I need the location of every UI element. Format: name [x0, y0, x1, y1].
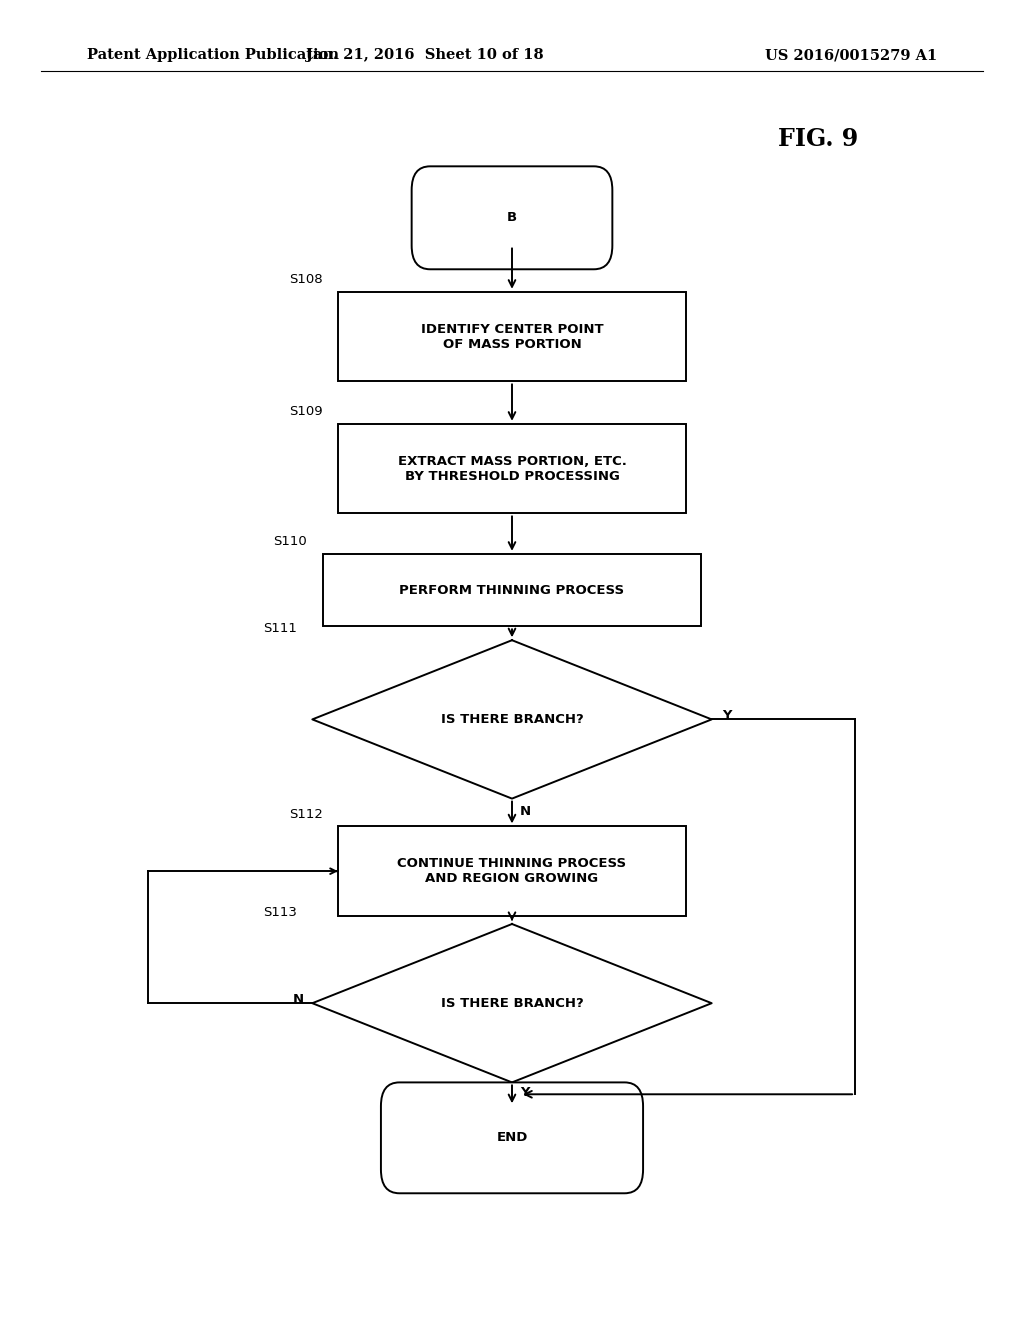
Text: N: N — [520, 805, 531, 818]
Text: IS THERE BRANCH?: IS THERE BRANCH? — [440, 713, 584, 726]
Text: END: END — [497, 1131, 527, 1144]
Text: S109: S109 — [289, 405, 323, 418]
Text: US 2016/0015279 A1: US 2016/0015279 A1 — [765, 49, 937, 62]
Text: B: B — [507, 211, 517, 224]
FancyBboxPatch shape — [412, 166, 612, 269]
Text: N: N — [293, 993, 304, 1006]
Text: IS THERE BRANCH?: IS THERE BRANCH? — [440, 997, 584, 1010]
Text: Jan. 21, 2016  Sheet 10 of 18: Jan. 21, 2016 Sheet 10 of 18 — [306, 49, 544, 62]
Text: IDENTIFY CENTER POINT
OF MASS PORTION: IDENTIFY CENTER POINT OF MASS PORTION — [421, 322, 603, 351]
Text: Y: Y — [520, 1086, 529, 1100]
Text: S112: S112 — [289, 808, 323, 821]
Text: S111: S111 — [263, 622, 297, 635]
Text: FIG. 9: FIG. 9 — [778, 127, 858, 150]
Text: Y: Y — [722, 709, 731, 722]
Text: PERFORM THINNING PROCESS: PERFORM THINNING PROCESS — [399, 583, 625, 597]
Text: EXTRACT MASS PORTION, ETC.
BY THRESHOLD PROCESSING: EXTRACT MASS PORTION, ETC. BY THRESHOLD … — [397, 454, 627, 483]
FancyBboxPatch shape — [338, 292, 686, 381]
Text: S113: S113 — [263, 906, 297, 919]
Text: S110: S110 — [273, 536, 307, 549]
FancyBboxPatch shape — [338, 424, 686, 513]
FancyBboxPatch shape — [338, 826, 686, 916]
Text: S108: S108 — [289, 273, 323, 286]
FancyBboxPatch shape — [381, 1082, 643, 1193]
Text: CONTINUE THINNING PROCESS
AND REGION GROWING: CONTINUE THINNING PROCESS AND REGION GRO… — [397, 857, 627, 886]
Text: Patent Application Publication: Patent Application Publication — [87, 49, 339, 62]
FancyBboxPatch shape — [323, 553, 701, 626]
